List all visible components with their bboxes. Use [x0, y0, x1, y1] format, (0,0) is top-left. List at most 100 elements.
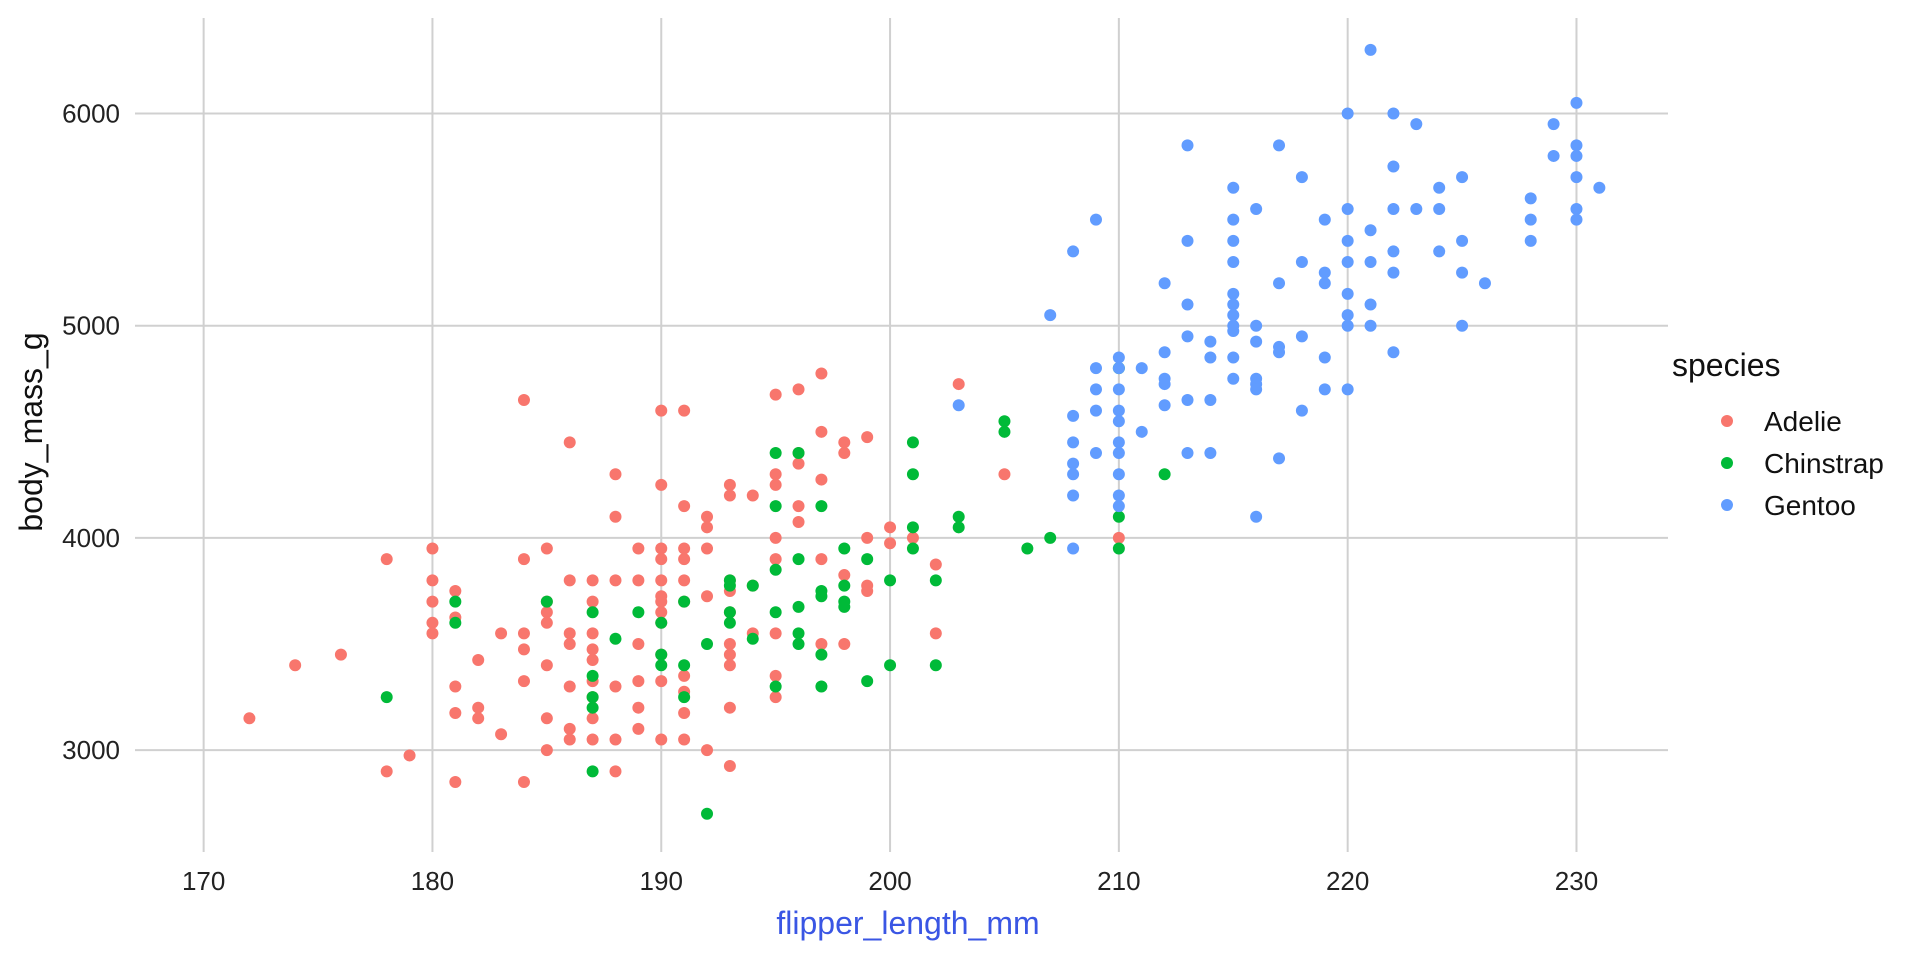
data-point [1135, 425, 1148, 438]
legend-items: Adelie Chinstrap Gentoo [1721, 406, 1884, 521]
data-point [952, 510, 965, 523]
data-point [815, 590, 828, 603]
data-point [1478, 277, 1491, 290]
data-point [1089, 383, 1102, 396]
data-point [1112, 404, 1125, 417]
data-point [1135, 362, 1148, 375]
data-point [1089, 447, 1102, 460]
data-point [838, 436, 851, 449]
data-point [769, 468, 782, 481]
data-point [655, 616, 668, 629]
data-point [906, 542, 919, 555]
data-point [540, 616, 553, 629]
data-point [1570, 171, 1583, 184]
data-point [334, 648, 347, 661]
data-point [1387, 160, 1400, 173]
data-point [586, 669, 599, 682]
data-point [861, 431, 874, 444]
data-point [1387, 346, 1400, 359]
x-tick-label: 190 [640, 866, 683, 896]
data-point [884, 521, 897, 534]
data-point [838, 447, 851, 460]
data-point [1181, 139, 1194, 152]
y-tick-label: 3000 [62, 735, 120, 765]
data-point [861, 675, 874, 688]
data-point [906, 436, 919, 449]
data-point [1295, 330, 1308, 343]
data-point [723, 659, 736, 672]
legend: species Adelie Chinstrap Gentoo [1672, 347, 1884, 521]
data-point [632, 675, 645, 688]
data-point [1410, 118, 1423, 131]
x-axis-title: flipper_length_mm [776, 905, 1039, 941]
data-point [1341, 287, 1354, 300]
data-point [815, 680, 828, 693]
data-point [1067, 542, 1080, 555]
data-point [678, 404, 691, 417]
data-point [769, 606, 782, 619]
data-point [1227, 287, 1240, 300]
data-point [1181, 447, 1194, 460]
data-point [540, 542, 553, 555]
data-point [380, 553, 393, 566]
data-point [655, 574, 668, 587]
data-point [678, 595, 691, 608]
data-point [952, 521, 965, 534]
data-point [792, 516, 805, 529]
data-point [952, 378, 965, 391]
data-point [723, 648, 736, 661]
data-point [815, 648, 828, 661]
data-point [563, 680, 576, 693]
data-point [1158, 399, 1171, 412]
data-point [1341, 107, 1354, 120]
data-point [1158, 277, 1171, 290]
data-point [609, 632, 622, 645]
data-point [769, 531, 782, 544]
data-point [792, 638, 805, 651]
data-point [1547, 149, 1560, 162]
data-point [1227, 309, 1240, 322]
data-point [1227, 351, 1240, 364]
data-point [563, 722, 576, 735]
data-point [655, 595, 668, 608]
data-point [1295, 256, 1308, 269]
x-tick-label: 200 [868, 866, 911, 896]
data-point [1112, 500, 1125, 513]
data-point [632, 574, 645, 587]
data-point [1318, 213, 1331, 226]
data-point [1295, 404, 1308, 417]
data-point [1204, 393, 1217, 406]
data-point [632, 638, 645, 651]
data-point [426, 574, 439, 587]
data-point [1112, 383, 1125, 396]
x-tick-label: 230 [1555, 866, 1598, 896]
data-point [1158, 346, 1171, 359]
y-axis-ticks: 3000 4000 5000 6000 [62, 98, 120, 765]
data-point [678, 691, 691, 704]
data-point [426, 616, 439, 629]
data-point [1570, 149, 1583, 162]
data-point [1387, 266, 1400, 279]
data-point [563, 574, 576, 587]
data-point [815, 500, 828, 513]
data-point [449, 616, 462, 629]
data-point [563, 733, 576, 746]
data-point [792, 553, 805, 566]
data-point [517, 675, 530, 688]
data-point [861, 584, 874, 597]
data-point [929, 558, 942, 571]
data-point [472, 653, 485, 666]
data-point [1227, 298, 1240, 311]
data-point [884, 537, 897, 550]
data-point [723, 489, 736, 502]
data-point [632, 701, 645, 714]
data-point [540, 606, 553, 619]
data-point [1067, 457, 1080, 470]
data-point [655, 404, 668, 417]
data-point [1181, 393, 1194, 406]
data-point [1364, 319, 1377, 332]
x-tick-label: 180 [411, 866, 454, 896]
data-point [723, 638, 736, 651]
data-point [678, 542, 691, 555]
